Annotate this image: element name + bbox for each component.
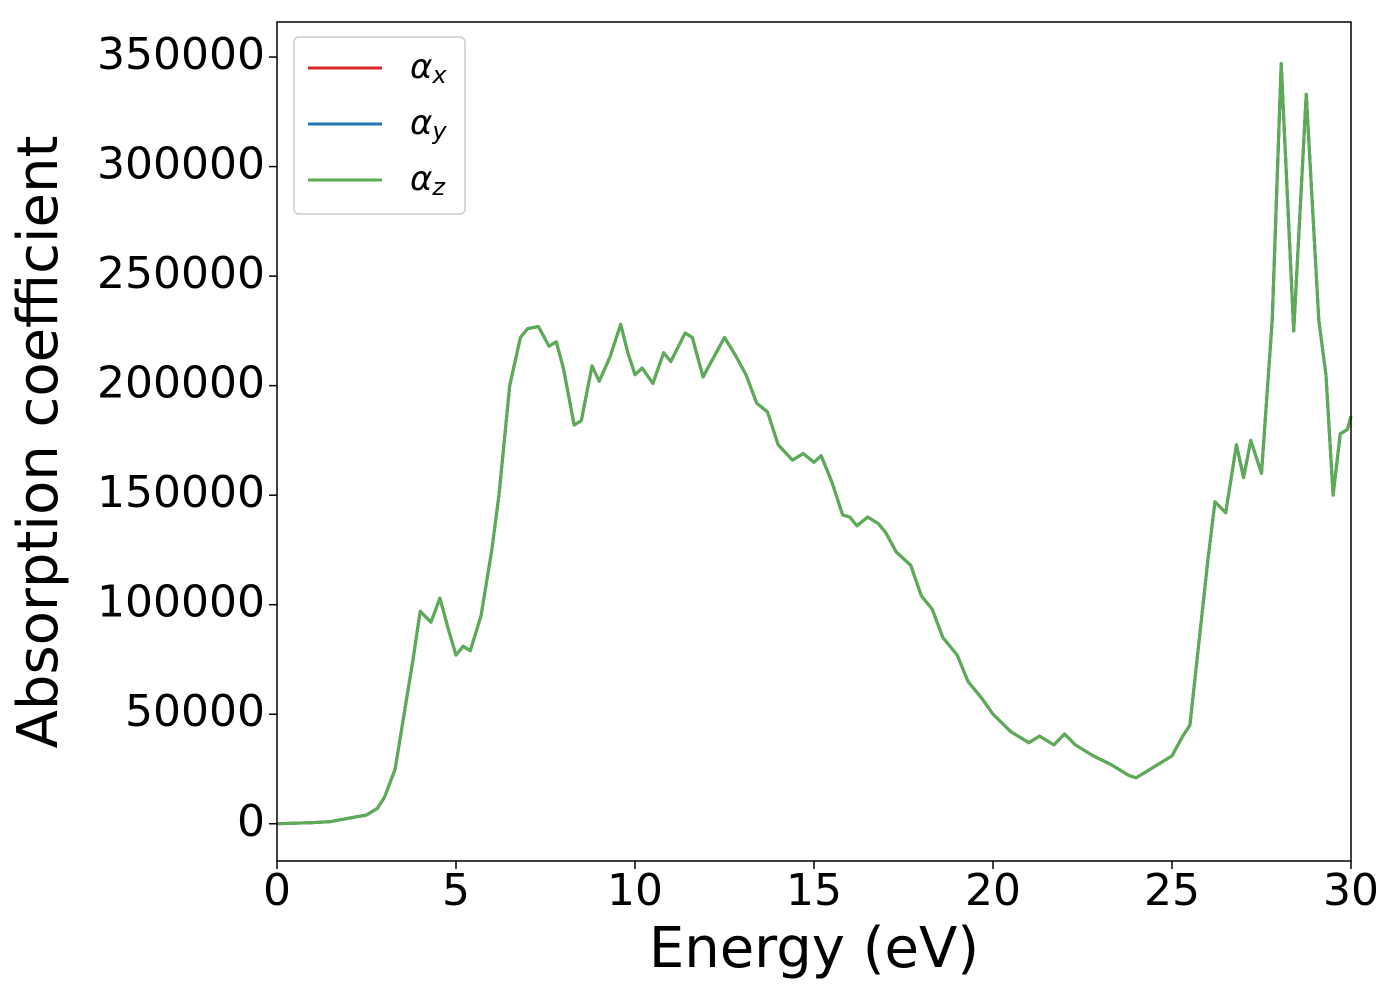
x-tick-label: 30 bbox=[1323, 865, 1379, 916]
y-tick-label: 300000 bbox=[97, 139, 265, 190]
x-tick-label: 25 bbox=[1144, 865, 1200, 916]
line-series bbox=[276, 62, 1353, 826]
x-tick-label: 20 bbox=[965, 865, 1021, 916]
y-tick-label: 200000 bbox=[97, 358, 265, 409]
y-tick-label: 350000 bbox=[97, 29, 265, 80]
x-axis-label: Energy (eV) bbox=[649, 916, 979, 981]
y-tick-label: 50000 bbox=[125, 686, 265, 737]
y-tick-label: 0 bbox=[237, 796, 265, 847]
legend-label: αx bbox=[410, 47, 447, 90]
y-tick-label: 250000 bbox=[97, 248, 265, 299]
x-tick-label: 5 bbox=[442, 865, 470, 916]
x-tick-label: 10 bbox=[607, 865, 663, 916]
plot-frame bbox=[276, 21, 1352, 862]
x-tick-label: 15 bbox=[786, 865, 842, 916]
y-axis-label: Absorption coefficient bbox=[6, 136, 71, 749]
legend-label: αz bbox=[410, 159, 446, 202]
y-tick-label: 150000 bbox=[97, 467, 265, 518]
x-tick-label: 0 bbox=[263, 865, 291, 916]
legend-label: αy bbox=[410, 103, 447, 146]
y-tick-label: 100000 bbox=[97, 577, 265, 628]
